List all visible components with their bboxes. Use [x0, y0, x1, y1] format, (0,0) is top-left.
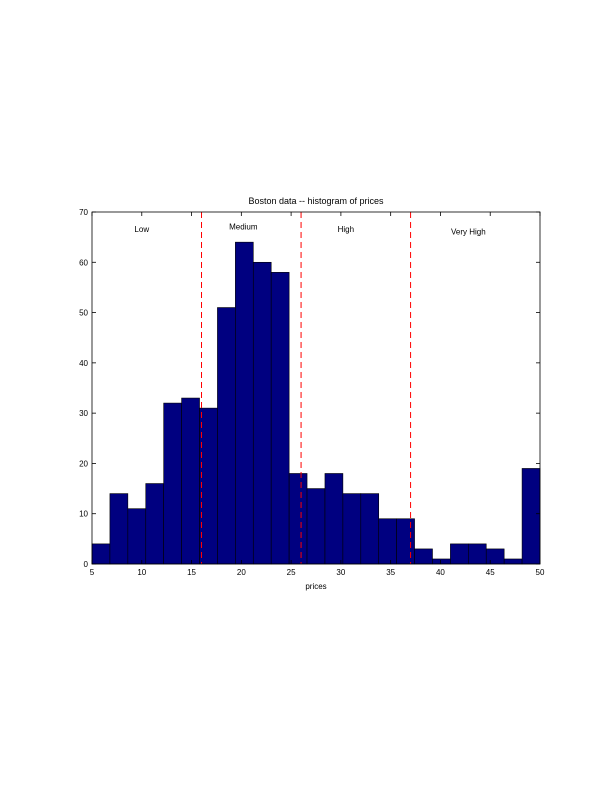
histogram-bar: [468, 543, 487, 565]
histogram-bar: [270, 272, 290, 565]
histogram-bar: [288, 473, 308, 565]
region-label: Low: [134, 225, 149, 234]
y-tick-label: 0: [84, 560, 89, 569]
ticks-group: 5 10 15 20 25 30 35 40 45 50 0 10 20 30 40 50 60 70: [79, 208, 545, 577]
region-label: High: [338, 225, 354, 234]
histogram-bar: [378, 518, 397, 565]
y-tick-label: 60: [79, 258, 88, 267]
chart-title: Boston data -- histogram of prices: [248, 196, 384, 206]
histogram-bar: [217, 307, 236, 565]
x-axis-label: prices: [305, 582, 326, 591]
x-tick-label: 10: [137, 568, 146, 577]
histogram-bar: [235, 241, 254, 565]
histogram-bar: [145, 483, 164, 565]
histogram-bar: [109, 493, 129, 565]
x-tick-label: 20: [237, 568, 246, 577]
x-tick-label: 45: [486, 568, 495, 577]
histogram-bar: [199, 407, 218, 565]
dividers-group: [201, 212, 412, 564]
region-label: Very High: [451, 228, 486, 237]
histogram-bar: [485, 548, 505, 565]
x-tick-label: 25: [287, 568, 296, 577]
histogram-bar: [450, 543, 469, 565]
region-labels-group: Low Medium High Very High: [134, 223, 485, 237]
plot-frame: [91, 211, 541, 565]
histogram-bar: [91, 543, 111, 565]
histogram-bar: [181, 397, 200, 565]
x-tick-label: 5: [90, 568, 95, 577]
y-tick-label: 20: [79, 459, 88, 468]
x-tick-label: 50: [536, 568, 545, 577]
histogram-bar: [306, 488, 326, 565]
y-tick-label: 10: [79, 510, 88, 519]
region-label: Medium: [229, 223, 258, 232]
x-tick-label: 40: [436, 568, 445, 577]
histogram-bar: [252, 261, 272, 565]
y-tick-label: 30: [79, 409, 88, 418]
y-tick-label: 40: [79, 359, 88, 368]
y-tick-label: 50: [79, 309, 88, 318]
histogram-bar: [521, 468, 541, 565]
y-tick-label: 70: [79, 208, 88, 217]
histogram-bar: [396, 518, 415, 565]
histogram-bar: [342, 493, 362, 565]
histogram-bar: [432, 558, 451, 565]
histogram-bar: [324, 473, 344, 565]
histogram-bar: [503, 558, 523, 565]
x-tick-label: 35: [386, 568, 395, 577]
histogram-bar: [414, 548, 433, 565]
histogram-bar: [127, 508, 147, 565]
histogram-bar: [360, 493, 380, 565]
histogram-bar: [163, 402, 182, 565]
x-tick-label: 30: [336, 568, 345, 577]
bars-group: [91, 241, 541, 565]
x-tick-label: 15: [187, 568, 196, 577]
